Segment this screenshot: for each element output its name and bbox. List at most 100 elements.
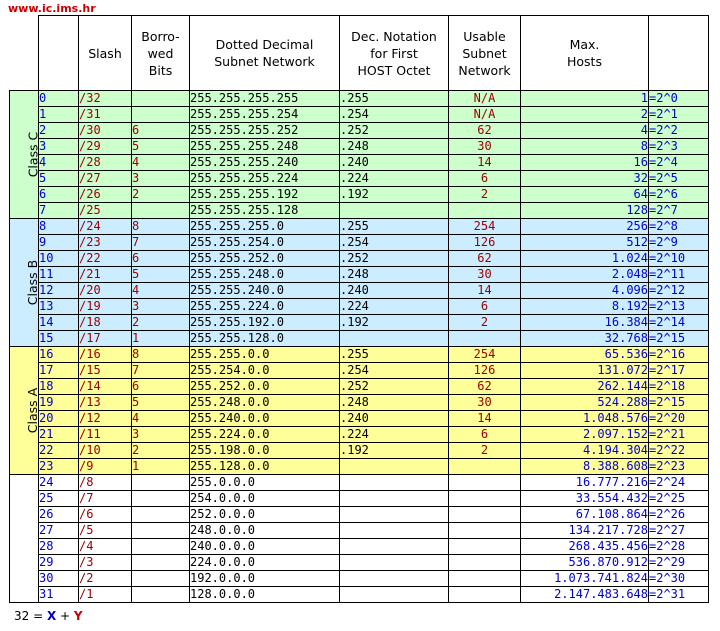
power-cell: =2^25 (648, 490, 709, 507)
slash-cell: /5 (78, 522, 132, 539)
header-slash: Slash (78, 15, 132, 91)
max-hosts-cell: 268.435.456 (520, 538, 649, 555)
header-max-hosts: Max. Hosts (520, 15, 649, 91)
table-row: 6/26 2 255.255.255.192.192 2 64 =2^6 (9, 186, 709, 203)
usable-subnet-cell: 6 (448, 298, 521, 315)
table-row: 17/15 7 255.254.0.0.254 126 131.072 =2^17 (9, 362, 709, 379)
header-index (38, 15, 79, 91)
max-hosts-cell: 262.144 (520, 378, 649, 395)
power-cell: =2^27 (648, 522, 709, 539)
index-cell: 19 (38, 394, 79, 411)
index-cell: 31 (38, 586, 79, 603)
usable-subnet-cell: 254 (448, 346, 521, 363)
dec-notation-cell: .192 (339, 314, 449, 331)
subnet-mask-cell: 255.255.255.252 (189, 122, 340, 139)
borrowed-bits-cell: 6 (131, 378, 190, 395)
slash-cell: /25 (78, 202, 132, 219)
borrowed-bits-cell (131, 506, 190, 523)
slash-cell: /7 (78, 490, 132, 507)
usable-subnet-cell: 14 (448, 410, 521, 427)
power-cell: =2^5 (648, 170, 709, 187)
slash-cell: /18 (78, 314, 132, 331)
dec-notation-cell (339, 202, 449, 219)
subnet-mask-cell: 255.255.255.224 (189, 170, 340, 187)
subnet-mask-cell: 255.248.0.0 (189, 394, 340, 411)
usable-subnet-cell (448, 538, 521, 555)
subnet-mask-cell: 255.0.0.0 (189, 474, 340, 491)
dec-notation-cell: .248 (339, 394, 449, 411)
usable-subnet-cell (448, 506, 521, 523)
borrowed-bits-cell: 3 (131, 426, 190, 443)
borrowed-bits-cell (131, 202, 190, 219)
borrowed-bits-cell: 6 (131, 122, 190, 139)
power-cell: =2^1 (648, 106, 709, 123)
borrowed-bits-cell: 3 (131, 170, 190, 187)
subnet-mask-cell: 255.255.128.0 (189, 330, 340, 347)
max-hosts-cell: 1.048.576 (520, 410, 649, 427)
subnet-mask-cell: 255.255.255.255 (189, 90, 340, 107)
power-cell: =2^29 (648, 554, 709, 571)
slash-cell: /19 (78, 298, 132, 315)
dec-notation-cell: .240 (339, 154, 449, 171)
power-cell: =2^9 (648, 234, 709, 251)
index-cell: 29 (38, 554, 79, 571)
power-cell: =2^4 (648, 154, 709, 171)
usable-subnet-cell: 126 (448, 234, 521, 251)
power-cell: =2^10 (648, 250, 709, 267)
borrowed-bits-cell: 2 (131, 442, 190, 459)
borrowed-bits-cell (131, 570, 190, 587)
index-cell: 22 (38, 442, 79, 459)
subnet-mask-cell: 255.255.192.0 (189, 314, 340, 331)
dec-notation-cell: .255 (339, 346, 449, 363)
class-label-empty (9, 474, 39, 603)
usable-subnet-cell: 30 (448, 138, 521, 155)
slash-cell: /20 (78, 282, 132, 299)
table-row: 9/23 7 255.255.254.0.254 126 512 =2^9 (9, 234, 709, 251)
table-row: 5/27 3 255.255.255.224.224 6 32 =2^5 (9, 170, 709, 187)
dec-notation-cell: .240 (339, 410, 449, 427)
table-row: 10/22 6 255.255.252.0.252 62 1.024 =2^10 (9, 250, 709, 267)
table-row: 29/3 224.0.0.0 536.870.912 =2^29 (9, 554, 709, 571)
power-cell: =2^20 (648, 410, 709, 427)
max-hosts-cell: 33.554.432 (520, 490, 649, 507)
table-row: 22/10 2 255.198.0.0.192 2 4.194.304 =2^22 (9, 442, 709, 459)
max-hosts-cell: 536.870.912 (520, 554, 649, 571)
borrowed-bits-cell: 3 (131, 298, 190, 315)
usable-subnet-cell: 6 (448, 426, 521, 443)
usable-subnet-cell (448, 458, 521, 475)
power-cell: =2^31 (648, 586, 709, 603)
dec-notation-cell: .240 (339, 282, 449, 299)
slash-cell: /32 (78, 90, 132, 107)
corner-cell (9, 15, 39, 91)
header-row: Slash Borro- wed Bits Dotted Decimal Sub… (9, 15, 709, 91)
usable-subnet-cell (448, 522, 521, 539)
subnet-mask-cell: 255.224.0.0 (189, 426, 340, 443)
subnet-mask-cell: 255.255.255.240 (189, 154, 340, 171)
slash-cell: /21 (78, 266, 132, 283)
borrowed-bits-cell (131, 106, 190, 123)
subnet-mask-cell: 192.0.0.0 (189, 570, 340, 587)
subnet-mask-cell: 255.255.255.128 (189, 202, 340, 219)
power-cell: =2^3 (648, 138, 709, 155)
power-cell: =2^0 (648, 90, 709, 107)
borrowed-bits-cell: 1 (131, 330, 190, 347)
footer-x: X (46, 609, 57, 623)
max-hosts-cell: 67.108.864 (520, 506, 649, 523)
subnet-mask-cell: 240.0.0.0 (189, 538, 340, 555)
subnet-mask-cell: 255.255.0.0 (189, 346, 340, 363)
borrowed-bits-cell: 8 (131, 346, 190, 363)
borrowed-bits-cell (131, 586, 190, 603)
table-row: 15/17 1 255.255.128.0 32.768 =2^15 (9, 330, 709, 347)
usable-subnet-cell: N/A (448, 90, 521, 107)
power-cell: =2^26 (648, 506, 709, 523)
subnet-mask-cell: 255.252.0.0 (189, 378, 340, 395)
power-cell: =2^15 (648, 330, 709, 347)
subnet-mask-cell: 255.255.255.254 (189, 106, 340, 123)
borrowed-bits-cell (131, 522, 190, 539)
borrowed-bits-cell (131, 90, 190, 107)
slash-cell: /23 (78, 234, 132, 251)
class-label-class-c: Class C (9, 90, 39, 219)
power-cell: =2^16 (648, 346, 709, 363)
table-row: 20/12 4 255.240.0.0.240 14 1.048.576 =2^20 (9, 410, 709, 427)
